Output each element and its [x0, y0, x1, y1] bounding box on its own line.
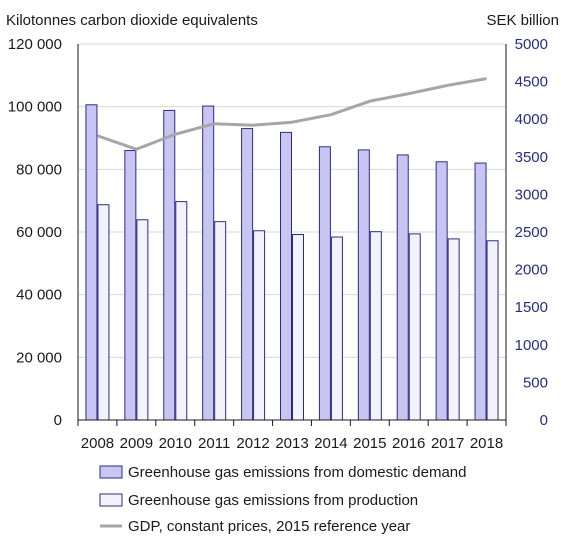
y-right-tick-label: 3000	[515, 186, 548, 203]
bar-production	[447, 238, 460, 421]
x-tick-label: 2015	[353, 435, 386, 452]
y-right-tick-label: 3500	[515, 149, 548, 166]
bar-domestic-demand	[280, 131, 292, 421]
bar-production	[408, 233, 421, 421]
bar-domestic-demand	[124, 150, 137, 421]
y-right-tick-label: 5000	[515, 36, 548, 53]
bar-domestic-demand	[396, 154, 409, 421]
y-right-axis-title: SEK billion	[486, 12, 559, 29]
y-left-tick-label: 40 000	[16, 287, 62, 304]
gdp-line	[96, 77, 487, 151]
bar-production	[369, 231, 382, 421]
x-tick-label: 2018	[470, 435, 503, 452]
bars	[85, 104, 499, 421]
y-right-tick-label: 1500	[515, 299, 548, 316]
bar-production	[97, 204, 110, 421]
x-tick-label: 2012	[236, 435, 269, 452]
y-right-tick-label: 500	[523, 374, 548, 391]
y-right-tick-label: 2500	[515, 224, 548, 241]
axes	[77, 44, 507, 426]
y-right-tick-label: 2000	[515, 262, 548, 279]
bar-production	[292, 234, 304, 421]
bar-production	[253, 230, 266, 421]
x-tick-label: 2017	[431, 435, 464, 452]
x-tick-label: 2010	[159, 435, 192, 452]
bar-production	[214, 221, 227, 421]
bar-domestic-demand	[435, 161, 448, 421]
y-left-ticks: 0 20 000 40 000 60 000 80 000 100 000 120 000	[8, 36, 62, 429]
bar-domestic-demand	[85, 104, 98, 421]
bar-domestic-demand	[202, 105, 215, 421]
y-right-ticks: 0 500 1000 1500 2000 2500 3000 3500 4000 4500 5000	[515, 36, 548, 429]
x-tick-label: 2014	[314, 435, 347, 452]
legend-label: Greenhouse gas emissions from domestic d…	[128, 464, 467, 481]
y-left-tick-label: 20 000	[16, 349, 62, 366]
y-right-tick-label: 4000	[515, 111, 548, 128]
legend-label: GDP, constant prices, 2015 reference yea…	[128, 518, 410, 535]
gdp-line-group	[96, 77, 487, 151]
legend-label: Greenhouse gas emissions from production	[128, 492, 418, 509]
x-ticks: 2008 2009 2010 2011 2012 2013 2014 2015 2016 2017…	[81, 435, 503, 452]
y-left-tick-label: 60 000	[16, 224, 62, 241]
legend-swatch	[99, 493, 123, 507]
y-right-tick-label: 4500	[515, 74, 548, 91]
y-left-tick-label: 80 000	[16, 161, 62, 178]
bar-domestic-demand	[474, 162, 487, 421]
x-tick-label: 2009	[120, 435, 153, 452]
bar-production	[330, 236, 343, 421]
y-left-tick-label: 120 000	[8, 36, 62, 53]
bar-domestic-demand	[318, 146, 331, 421]
y-right-tick-label: 1000	[515, 337, 548, 354]
x-tick-label: 2013	[275, 435, 308, 452]
bar-production	[136, 219, 149, 421]
y-left-tick-label: 0	[54, 412, 62, 429]
y-left-tick-label: 100 000	[8, 99, 62, 116]
bar-production	[175, 201, 188, 421]
bar-domestic-demand	[241, 128, 254, 421]
x-tick-label: 2008	[81, 435, 114, 452]
legend: Greenhouse gas emissions from domestic d…	[99, 464, 467, 535]
x-tick-label: 2016	[392, 435, 425, 452]
y-right-tick-label: 0	[540, 412, 548, 429]
y-left-axis-title: Kilotonnes carbon dioxide equivalents	[6, 12, 258, 29]
bar-production	[486, 240, 499, 421]
legend-swatch	[99, 465, 123, 479]
x-tick-label: 2011	[198, 435, 230, 452]
bar-domestic-demand	[357, 149, 370, 421]
bar-domestic-demand	[163, 109, 176, 421]
